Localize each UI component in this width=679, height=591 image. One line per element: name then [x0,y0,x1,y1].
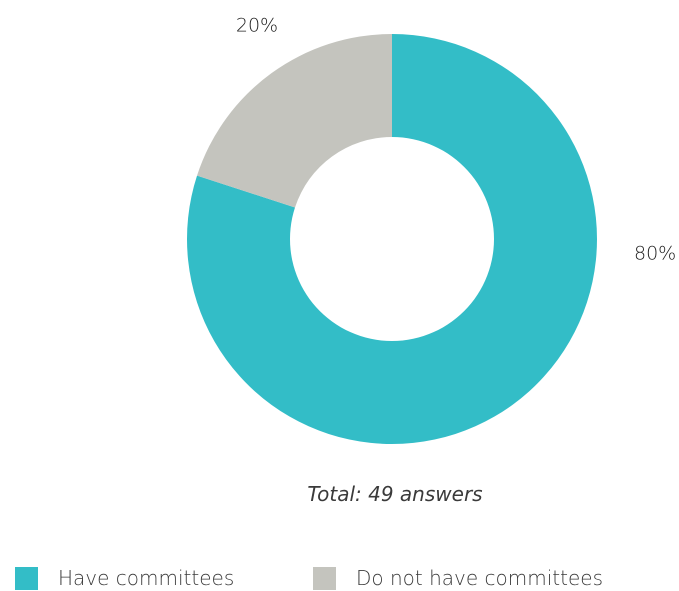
value-label-have-committees: 80% [634,243,676,265]
value-label-do-not-have-committees: 20% [236,15,278,37]
donut-slices [187,34,597,444]
legend-item-do-not-have-committees: Do not have committees [313,565,603,591]
slice-do-not-have-committees [197,34,392,207]
legend-label-have-committees: Have committees [58,566,234,590]
total-answers-note: Total: 49 answers [0,482,679,506]
legend-swatch-do-not-have-committees [313,567,336,590]
legend-item-have-committees: Have committees [15,565,234,591]
legend-swatch-have-committees [15,567,38,590]
legend-label-do-not-have-committees: Do not have committees [356,566,603,590]
